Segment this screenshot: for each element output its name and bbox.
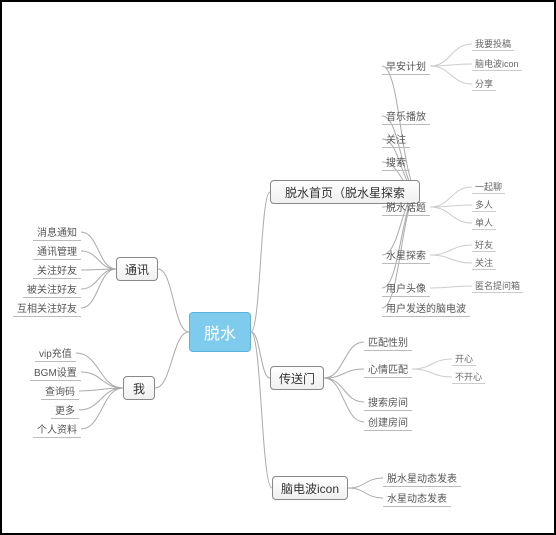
- sub-node-p2: 心情匹配: [364, 360, 412, 378]
- sub-node-h3: 关注: [382, 130, 410, 148]
- sub-node-m3: 查询码: [41, 382, 79, 400]
- sub-node-m2: BGM设置: [30, 363, 81, 381]
- leaf-node-h5b: 多人: [472, 198, 496, 212]
- leaf-node-h6a: 好友: [472, 238, 496, 252]
- sub-node-c4: 被关注好友: [23, 280, 81, 298]
- mindmap-canvas: 脱水通讯我脱水首页（脱水星探索传送门脑电波icon消息通知通讯管理关注好友被关注…: [0, 0, 556, 535]
- leaf-node-p2b: 不开心: [452, 370, 485, 384]
- main-node-portal: 传送门: [270, 366, 324, 390]
- sub-node-c2: 通讯管理: [33, 242, 81, 260]
- leaf-node-h1c: 分享: [472, 77, 496, 91]
- sub-node-c3: 关注好友: [33, 261, 81, 279]
- sub-node-m1: vip充值: [35, 344, 76, 362]
- main-node-brain: 脑电波icon: [272, 476, 348, 500]
- leaf-node-h5a: 一起聊: [472, 180, 505, 194]
- leaf-node-h1b: 脑电波icon: [472, 57, 522, 71]
- leaf-node-h1a: 我要投稿: [472, 37, 514, 51]
- sub-node-p3: 搜索房间: [364, 393, 412, 411]
- sub-node-h6: 水星探索: [382, 246, 430, 264]
- sub-node-p1: 匹配性别: [364, 333, 412, 351]
- leaf-node-h6b: 关注: [472, 256, 496, 270]
- sub-node-b1: 脱水星动态发表: [383, 469, 461, 487]
- leaf-node-h5c: 单人: [472, 216, 496, 230]
- sub-node-p4: 创建房间: [364, 413, 412, 431]
- sub-node-b2: 水星动态发表: [383, 489, 451, 507]
- leaf-node-h7a: 匿名提问箱: [472, 279, 523, 293]
- sub-node-c1: 消息通知: [33, 223, 81, 241]
- sub-node-c5: 互相关注好友: [13, 299, 81, 317]
- sub-node-h1: 早安计划: [382, 57, 430, 75]
- leaf-node-p2a: 开心: [452, 352, 476, 366]
- sub-node-m4: 更多: [51, 401, 79, 419]
- sub-node-h4: 搜索: [382, 153, 410, 171]
- sub-node-h5: 脱水话题: [382, 198, 430, 216]
- main-node-me: 我: [123, 376, 155, 400]
- sub-node-h8: 用户发送的脑电波: [382, 299, 470, 317]
- root-node: 脱水: [189, 312, 251, 352]
- sub-node-m5: 个人资料: [33, 420, 81, 438]
- sub-node-h2: 音乐播放: [382, 107, 430, 125]
- sub-node-h7: 用户头像: [382, 279, 430, 297]
- main-node-comm: 通讯: [116, 257, 158, 281]
